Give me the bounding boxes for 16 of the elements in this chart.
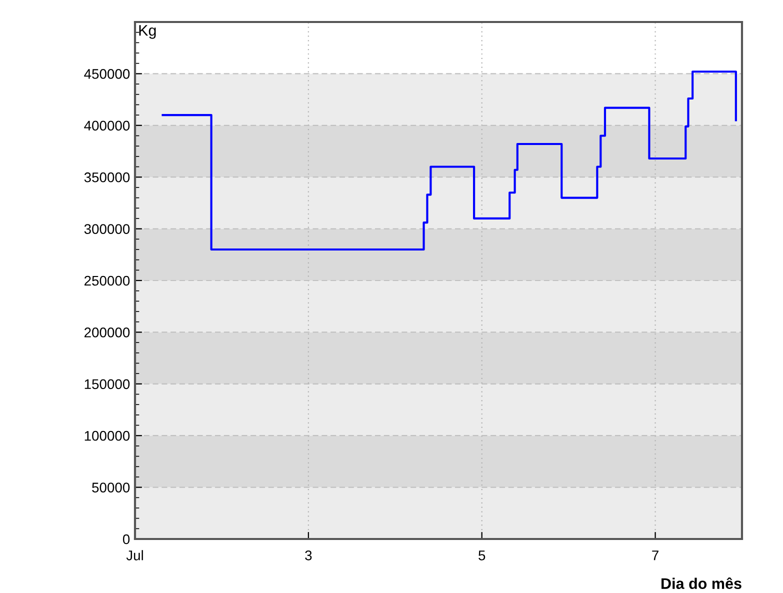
x-tick-label: Jul <box>126 550 143 560</box>
y-tick-label: 350000 <box>84 172 130 182</box>
y-tick-label: 400000 <box>84 120 130 131</box>
y-tick-label: 0 <box>122 534 130 544</box>
y-tick-label: 450000 <box>84 69 130 79</box>
y-axis-title: Kg <box>139 25 156 39</box>
x-tick-label: 7 <box>652 550 658 560</box>
x-tick-label: 5 <box>478 550 486 560</box>
x-tick-label: 3 <box>305 550 312 560</box>
y-tick-label: 50000 <box>92 482 130 492</box>
y-tick-label: 250000 <box>84 276 130 286</box>
y-tick-label: 150000 <box>84 379 130 390</box>
y-tick-label: 100000 <box>84 430 130 441</box>
y-tick-label: 300000 <box>84 224 130 234</box>
y-tick-label: 200000 <box>84 328 130 338</box>
x-axis-title: Dia do mês <box>662 577 742 589</box>
